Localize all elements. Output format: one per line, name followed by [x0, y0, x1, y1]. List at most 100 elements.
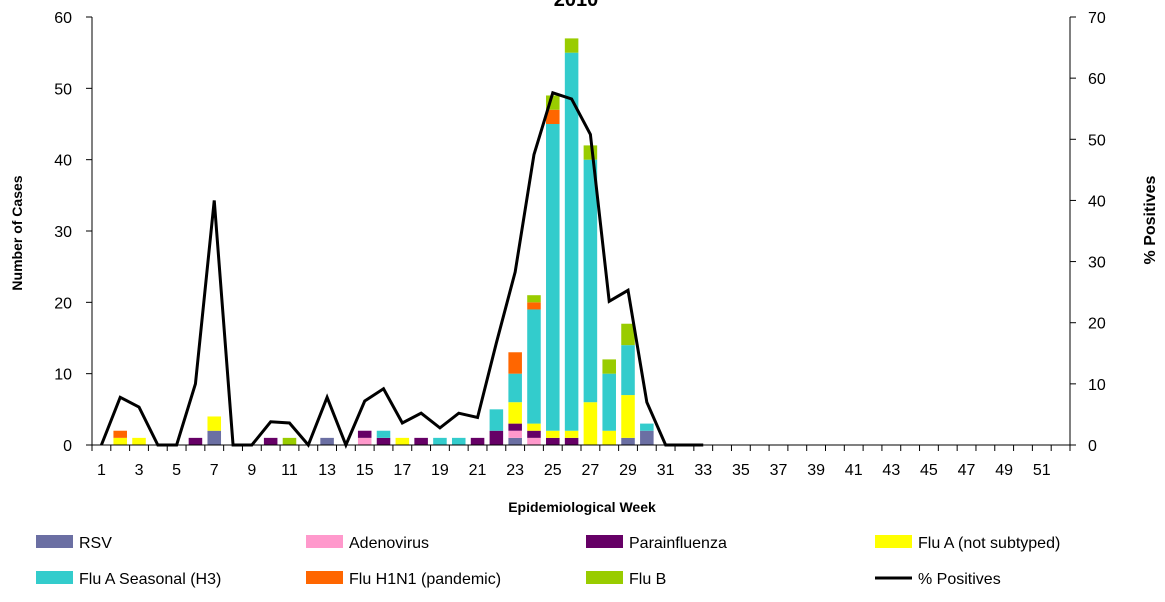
x-tick-label-43: 43: [882, 462, 900, 479]
x-tick-label-15: 15: [356, 462, 374, 479]
bar-parainfluenza-week-15: [357, 430, 372, 438]
bar-flu-b-week-28: [602, 359, 616, 374]
bar-rsv-week-23: [508, 437, 522, 445]
x-tick-label-17: 17: [393, 462, 411, 479]
bar-flu-a-not-subtyped--week-7: [207, 416, 222, 431]
x-tick-label-45: 45: [920, 462, 938, 479]
legend-label-adenovirus: Adenovirus: [349, 535, 429, 552]
bar-flu-a-not-subtyped--week-26: [564, 430, 579, 438]
y2-tick-label-70: 70: [1088, 10, 1106, 27]
x-tick-label-9: 9: [247, 462, 256, 479]
legend: RSV Adenovirus Parainfluenza Flu A (not sub…: [36, 535, 1060, 588]
bar-flu-h1n1-pandemic--week-2: [113, 430, 127, 438]
chart-title: 2010: [554, 0, 599, 11]
bar-parainfluenza-week-26: [564, 437, 579, 445]
bar-flu-a-seasonal-h3--week-29: [621, 345, 635, 396]
bar-flu-a-seasonal-h3--week-30: [640, 423, 654, 431]
bar-parainfluenza-week-16: [376, 437, 391, 445]
x-tick-label-35: 35: [732, 462, 750, 479]
bar-rsv-week-30: [640, 430, 654, 445]
x-tick-label-47: 47: [958, 462, 976, 479]
legend-label-percent-positives: % Positives: [918, 571, 1001, 588]
x-axis-title: Epidemiological Week: [508, 499, 656, 515]
legend-label-rsv: RSV: [79, 535, 112, 552]
bar-flu-h1n1-pandemic--week-23: [508, 352, 522, 374]
x-tick-label-31: 31: [657, 462, 675, 479]
line-layer: [100, 90, 704, 449]
x-tick-label-7: 7: [210, 462, 219, 479]
bar-flu-a-not-subtyped--week-3: [132, 437, 146, 445]
legend-swatch-flu-a-not-subtyped-: [875, 535, 912, 548]
bar-rsv-week-7: [207, 430, 222, 445]
y2-tick-label-50: 50: [1088, 132, 1106, 149]
bar-flu-b-week-29: [621, 323, 635, 346]
bar-adenovirus-week-24: [527, 437, 541, 445]
bar-parainfluenza-week-6: [188, 437, 203, 445]
x-tick-label-51: 51: [1033, 462, 1051, 479]
y-tick-label-30: 30: [54, 224, 72, 241]
bar-parainfluenza-week-25: [546, 437, 560, 445]
bar-flu-a-seasonal-h3--week-25: [546, 124, 560, 431]
x-tick-label-41: 41: [845, 462, 863, 479]
legend-swatch-flu-b: [586, 571, 623, 584]
legend-swatch-flu-h1n1-pandemic-: [306, 571, 343, 584]
legend-swatch-adenovirus: [306, 535, 343, 548]
bar-flu-a-seasonal-h3--week-28: [602, 373, 616, 431]
legend-swatch-parainfluenza: [586, 535, 623, 548]
bar-flu-a-seasonal-h3--week-26: [564, 52, 579, 431]
y2-tick-label-30: 30: [1088, 255, 1106, 272]
axes-layer: [91, 17, 1071, 446]
y2-tick-label-10: 10: [1088, 377, 1106, 394]
x-tick-label-33: 33: [694, 462, 712, 479]
bar-flu-a-seasonal-h3--week-16: [376, 430, 391, 438]
bar-flu-b-week-11: [282, 437, 297, 445]
y-tick-label-0: 0: [63, 438, 72, 455]
x-tick-label-37: 37: [770, 462, 788, 479]
x-tick-label-1: 1: [97, 462, 106, 479]
bar-parainfluenza-week-24: [527, 430, 541, 438]
x-tick-label-39: 39: [807, 462, 825, 479]
legend-label-parainfluenza: Parainfluenza: [629, 535, 727, 552]
x-tick-label-23: 23: [506, 462, 524, 479]
bars-layer: [113, 38, 654, 445]
bar-parainfluenza-week-23: [508, 423, 522, 431]
bar-flu-a-seasonal-h3--week-27: [583, 159, 598, 403]
x-tick-label-21: 21: [469, 462, 487, 479]
legend-swatch-flu-a-seasonal-h3-: [36, 571, 73, 584]
bar-parainfluenza-week-10: [263, 437, 278, 445]
legend-label-flu-a-not-subtyped-: Flu A (not subtyped): [918, 535, 1060, 552]
y-tick-label-40: 40: [54, 153, 72, 170]
y2-tick-label-20: 20: [1088, 316, 1106, 333]
y2-tick-label-60: 60: [1088, 71, 1106, 88]
bar-flu-h1n1-pandemic--week-24: [527, 302, 541, 310]
bar-parainfluenza-week-21: [470, 437, 485, 445]
bar-flu-a-not-subtyped--week-25: [546, 430, 560, 438]
line-percent-positives: [100, 90, 704, 449]
legend-swatch-rsv: [36, 535, 73, 548]
x-tick-label-29: 29: [619, 462, 637, 479]
bar-flu-a-not-subtyped--week-27: [583, 402, 598, 445]
x-tick-label-13: 13: [318, 462, 336, 479]
bar-flu-a-seasonal-h3--week-22: [489, 409, 504, 431]
x-tick-label-49: 49: [995, 462, 1013, 479]
bar-flu-h1n1-pandemic--week-25: [546, 109, 560, 124]
bar-adenovirus-week-15: [357, 437, 372, 445]
legend-label-flu-b: Flu B: [629, 571, 666, 588]
bar-flu-a-not-subtyped--week-29: [621, 395, 635, 438]
x-tick-label-19: 19: [431, 462, 449, 479]
y2-tick-label-0: 0: [1088, 438, 1097, 455]
y-tick-label-50: 50: [54, 81, 72, 98]
x-tick-label-11: 11: [281, 462, 298, 479]
legend-label-flu-h1n1-pandemic-: Flu H1N1 (pandemic): [349, 571, 501, 588]
x-tick-label-3: 3: [135, 462, 144, 479]
y2-tick-label-40: 40: [1088, 193, 1106, 210]
bar-flu-a-seasonal-h3--week-19: [433, 437, 447, 445]
y-tick-label-10: 10: [54, 367, 72, 384]
bar-flu-a-seasonal-h3--week-20: [451, 437, 466, 445]
bar-flu-a-not-subtyped--week-2: [113, 437, 127, 445]
bar-flu-a-not-subtyped--week-23: [508, 402, 522, 424]
x-tick-label-5: 5: [172, 462, 181, 479]
y-tick-label-60: 60: [54, 10, 72, 27]
